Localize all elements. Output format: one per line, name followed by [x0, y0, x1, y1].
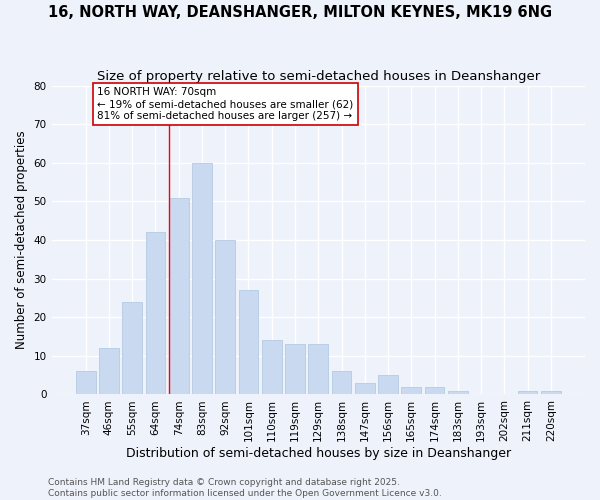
Bar	[401, 386, 421, 394]
Bar	[378, 375, 398, 394]
Bar	[448, 390, 468, 394]
Bar	[146, 232, 166, 394]
Y-axis label: Number of semi-detached properties: Number of semi-detached properties	[15, 130, 28, 350]
Bar	[425, 386, 445, 394]
Bar	[169, 198, 188, 394]
Bar	[355, 383, 374, 394]
Bar	[332, 372, 352, 394]
Bar	[518, 390, 538, 394]
Text: Contains HM Land Registry data © Crown copyright and database right 2025.
Contai: Contains HM Land Registry data © Crown c…	[48, 478, 442, 498]
Bar	[122, 302, 142, 394]
Bar	[308, 344, 328, 395]
X-axis label: Distribution of semi-detached houses by size in Deanshanger: Distribution of semi-detached houses by …	[126, 447, 511, 460]
Bar	[541, 390, 561, 394]
Bar	[192, 163, 212, 394]
Bar	[99, 348, 119, 395]
Bar	[76, 372, 95, 394]
Title: Size of property relative to semi-detached houses in Deanshanger: Size of property relative to semi-detach…	[97, 70, 540, 83]
Bar	[262, 340, 281, 394]
Bar	[239, 290, 259, 395]
Bar	[285, 344, 305, 395]
Bar	[215, 240, 235, 394]
Text: 16, NORTH WAY, DEANSHANGER, MILTON KEYNES, MK19 6NG: 16, NORTH WAY, DEANSHANGER, MILTON KEYNE…	[48, 5, 552, 20]
Text: 16 NORTH WAY: 70sqm
← 19% of semi-detached houses are smaller (62)
81% of semi-d: 16 NORTH WAY: 70sqm ← 19% of semi-detach…	[97, 88, 353, 120]
